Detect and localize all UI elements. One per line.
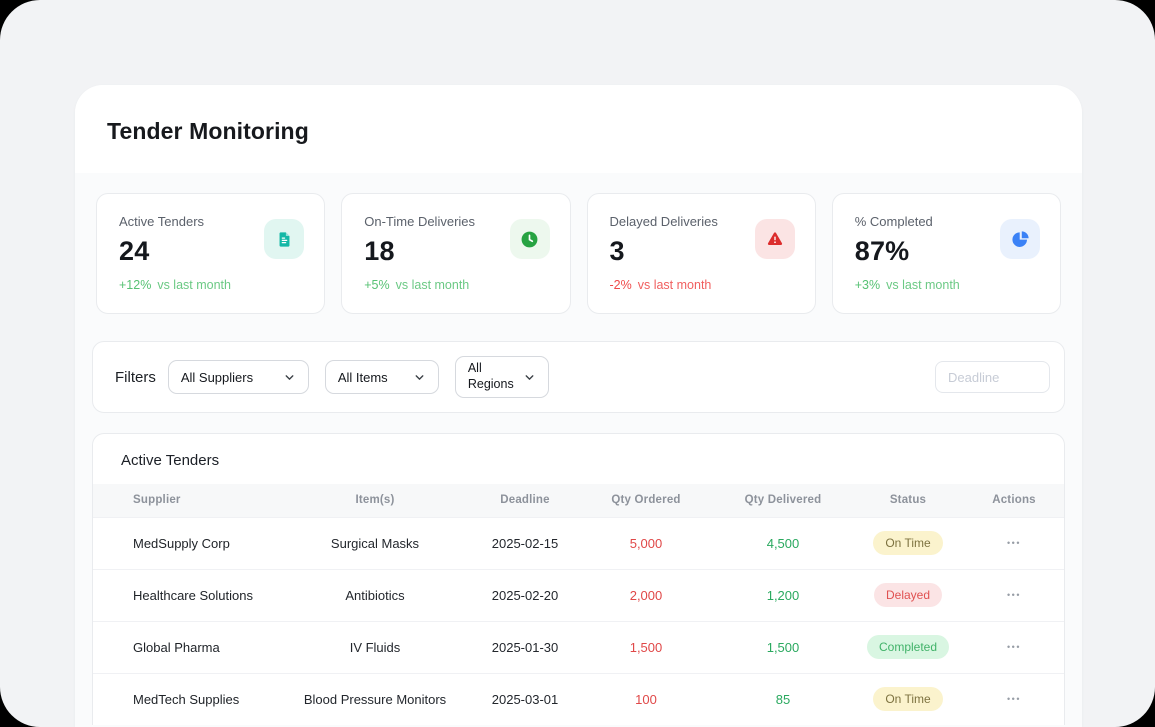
table-title: Active Tenders: [121, 452, 220, 469]
qty-ordered-cell: 1,500: [578, 620, 714, 673]
trend-note: vs last month: [637, 278, 712, 292]
stat-value: 87%: [854, 236, 910, 266]
trend-note: vs last month: [395, 278, 470, 292]
deadline-cell: 2025-01-30: [472, 620, 578, 673]
table-row: MedSupply Corp Surgical Masks 2025-02-15…: [93, 516, 1064, 569]
page-content: Active Tenders 24 +12% vs last month On-T…: [75, 173, 1082, 725]
stat-trend: +12% vs last month: [119, 278, 304, 292]
status-badge: Completed: [866, 635, 950, 659]
stat-card-on-time-deliveries: On-Time Deliveries 18 +5% vs last month: [341, 193, 571, 314]
stat-card-percent-completed: % Completed 87% +3% vs last month: [831, 193, 1061, 314]
column-header-items: Item(s): [355, 494, 395, 507]
qty-delivered-cell: 1,200: [714, 568, 852, 621]
actions-cell: •••: [964, 568, 1064, 621]
trend-note: vs last month: [886, 278, 960, 292]
deadline-cell: 2025-03-01: [472, 672, 578, 725]
status-cell: Completed: [852, 620, 964, 673]
chevron-down-icon: [283, 371, 296, 384]
table-row: Healthcare Solutions Antibiotics 2025-02…: [93, 568, 1064, 621]
page-title: Tender Monitoring: [107, 118, 309, 144]
qty-delivered-cell: 1,500: [714, 620, 852, 673]
row-actions-button[interactable]: •••: [1003, 585, 1025, 606]
supplier-cell: MedSupply Corp: [93, 516, 278, 569]
qty-ordered-cell: 100: [578, 672, 714, 725]
items-cell: Antibiotics: [278, 568, 472, 621]
stat-label: On-Time Deliveries: [364, 214, 476, 229]
clock-icon: [509, 219, 550, 259]
region-filter-dropdown[interactable]: All Regions: [454, 356, 549, 398]
items-cell: Blood Pressure Monitors: [278, 672, 472, 725]
status-badge: On Time: [873, 687, 943, 712]
qty-delivered-cell: 85: [714, 672, 852, 725]
supplier-filter-value: All Suppliers: [180, 369, 254, 385]
stat-trend: -2% vs last month: [610, 278, 795, 292]
deadline-filter-input[interactable]: [935, 361, 1050, 393]
actions-cell: •••: [964, 672, 1064, 725]
column-header-actions: Actions: [992, 494, 1036, 507]
status-cell: Delayed: [852, 568, 964, 621]
filters-bar: Filters All Suppliers All Items All Regi…: [92, 341, 1065, 413]
items-cell: Surgical Masks: [278, 516, 472, 569]
row-actions-button[interactable]: •••: [1003, 689, 1025, 710]
stat-trend: +3% vs last month: [855, 278, 1040, 292]
qty-ordered-cell: 2,000: [578, 568, 714, 621]
trend-percent: +12%: [119, 278, 152, 292]
trend-percent: +3%: [854, 278, 881, 292]
row-actions-button[interactable]: •••: [1003, 533, 1025, 554]
table-header-row: Supplier Item(s) Deadline Qty Ordered Qt…: [93, 484, 1064, 517]
warning-icon: [754, 219, 795, 259]
supplier-filter-dropdown[interactable]: All Suppliers: [167, 360, 309, 394]
column-header-deadline: Deadline: [500, 494, 550, 507]
stat-card-active-tenders: Active Tenders 24 +12% vs last month: [96, 193, 326, 314]
column-header-qty-delivered: Qty Delivered: [744, 494, 822, 507]
column-header-qty-ordered: Qty Ordered: [611, 494, 681, 507]
table-row: Global Pharma IV Fluids 2025-01-30 1,500…: [93, 620, 1064, 673]
trend-percent: +5%: [364, 278, 390, 292]
stat-value: 18: [364, 236, 395, 266]
supplier-cell: Healthcare Solutions: [93, 568, 278, 621]
chevron-down-icon: [413, 371, 426, 384]
stat-value: 24: [119, 236, 150, 266]
qty-delivered-cell: 4,500: [714, 516, 852, 569]
row-actions-button[interactable]: •••: [1003, 637, 1025, 658]
filters-label: Filters: [115, 368, 156, 386]
actions-cell: •••: [964, 516, 1064, 569]
region-filter-value: All Regions: [467, 361, 514, 391]
document-icon: [264, 219, 305, 259]
supplier-cell: Global Pharma: [93, 620, 278, 673]
qty-ordered-cell: 5,000: [578, 516, 714, 569]
status-cell: On Time: [852, 516, 964, 569]
item-filter-dropdown[interactable]: All Items: [324, 360, 439, 394]
table-row: MedTech Supplies Blood Pressure Monitors…: [93, 672, 1064, 725]
items-cell: IV Fluids: [278, 620, 472, 673]
column-header-status: Status: [889, 494, 927, 507]
chevron-down-icon: [523, 371, 536, 384]
stat-label: % Completed: [854, 214, 933, 229]
trend-percent: -2%: [609, 278, 632, 292]
deadline-cell: 2025-02-15: [472, 516, 578, 569]
stat-value: 3: [609, 236, 625, 266]
column-header-supplier: Supplier: [133, 494, 181, 507]
stat-label: Active Tenders: [119, 214, 205, 229]
stat-card-delayed-deliveries: Delayed Deliveries 3 -2% vs last month: [586, 193, 816, 314]
status-cell: On Time: [852, 672, 964, 725]
status-badge: Delayed: [873, 583, 943, 607]
pie-chart-icon: [1000, 219, 1040, 259]
trend-note: vs last month: [157, 278, 231, 292]
active-tenders-section: Active Tenders Supplier Item(s) Deadline…: [92, 433, 1065, 725]
active-tenders-table: Supplier Item(s) Deadline Qty Ordered Qt…: [93, 484, 1064, 725]
deadline-cell: 2025-02-20: [472, 568, 578, 621]
actions-cell: •••: [964, 620, 1064, 673]
status-badge: On Time: [873, 531, 943, 555]
tender-monitoring-panel: Tender Monitoring Active Tenders 24 +12%…: [75, 85, 1082, 727]
supplier-cell: MedTech Supplies: [93, 672, 278, 725]
stat-trend: +5% vs last month: [364, 278, 549, 292]
item-filter-value: All Items: [337, 369, 388, 385]
page-header: Tender Monitoring: [75, 85, 1082, 173]
stat-label: Delayed Deliveries: [609, 214, 718, 229]
stats-grid: Active Tenders 24 +12% vs last month On-T…: [92, 193, 1065, 314]
